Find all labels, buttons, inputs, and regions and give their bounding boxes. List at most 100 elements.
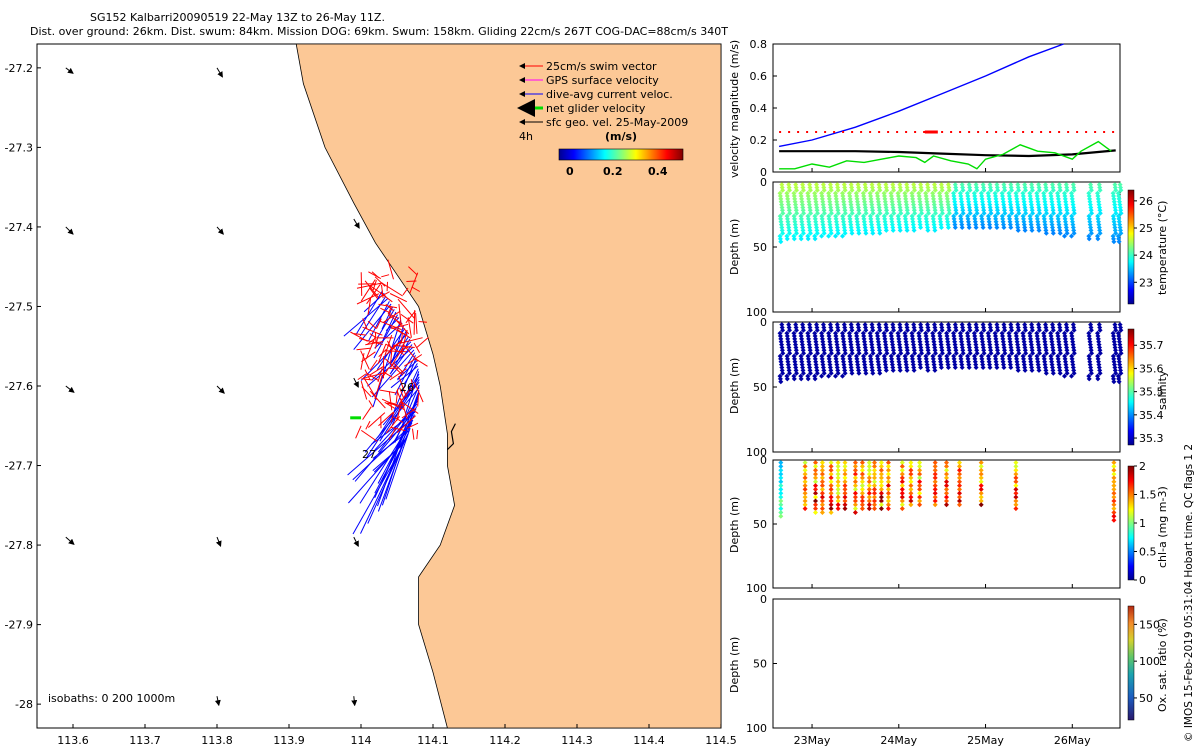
salinity-point <box>777 376 783 382</box>
temperature-ylabel: Depth (m) <box>728 219 741 275</box>
chlorophyll-point <box>932 479 938 485</box>
salinity-point <box>835 347 841 353</box>
swim-vector <box>390 326 408 337</box>
temperature-point <box>828 230 834 236</box>
temperature-point <box>980 222 986 228</box>
salinity-point <box>917 362 923 368</box>
salinity-point <box>828 327 834 333</box>
temperature-point <box>833 193 839 199</box>
salinity-point <box>1022 367 1028 373</box>
salinity-ylabel: Depth (m) <box>728 358 741 414</box>
chlorophyll-point <box>859 498 865 504</box>
chlorophyll-point <box>932 483 938 489</box>
salinity-point <box>820 322 826 328</box>
temperature-point <box>847 196 853 202</box>
temperature-point <box>1070 182 1076 188</box>
temperature-point <box>1016 187 1022 193</box>
chlorophyll-point <box>819 486 825 492</box>
temperature-point <box>960 187 966 193</box>
salinity-point <box>800 327 806 333</box>
chlorophyll-point <box>978 502 984 508</box>
salinity-point <box>855 342 861 348</box>
dac-vector <box>371 341 412 381</box>
salinity-point <box>981 350 987 356</box>
salinity-point <box>1113 327 1119 333</box>
salinity-point <box>787 327 792 333</box>
salinity-point <box>794 370 799 376</box>
salinity-point <box>925 367 931 373</box>
salinity-point <box>1063 365 1069 370</box>
swim-vector <box>369 333 377 339</box>
salinity-point <box>807 327 813 333</box>
chlorophyll-point <box>802 460 808 466</box>
temperature-point <box>897 227 903 233</box>
map-x-tick-label: 114.3 <box>561 734 593 747</box>
temperature-point <box>1069 196 1075 202</box>
swim-vector <box>404 354 423 367</box>
swim-vector <box>380 320 402 331</box>
salinity-point <box>933 350 938 356</box>
temperature-point <box>882 216 888 222</box>
salinity-point <box>973 365 979 370</box>
chlorophyll-point <box>899 460 905 466</box>
salinity-point <box>1113 350 1119 356</box>
salinity-point <box>791 376 797 382</box>
temperature-point <box>904 225 910 230</box>
swim-vector <box>411 286 421 292</box>
salinity-point <box>898 327 904 333</box>
temperature-point <box>884 187 890 193</box>
temperature-point <box>1013 193 1019 199</box>
chlorophyll-point <box>885 494 891 500</box>
swim-vector <box>364 280 379 298</box>
swim-vector <box>368 271 382 280</box>
salinity-point <box>1000 356 1006 362</box>
velocity-y-tick-label: 0.6 <box>750 70 768 83</box>
temperature-point <box>1095 236 1101 242</box>
temperature-point <box>938 182 944 188</box>
chlorophyll-point <box>813 475 818 481</box>
chlorophyll-point <box>778 506 784 512</box>
salinity-point <box>884 350 890 356</box>
dac-vector <box>374 403 418 451</box>
salinity-point <box>842 370 848 376</box>
chlorophyll-point <box>944 502 949 508</box>
temperature-point <box>1051 210 1056 216</box>
swim-vector <box>390 348 393 363</box>
salinity-point <box>994 322 1000 328</box>
chlorophyll-point <box>835 490 841 496</box>
temperature-point <box>1118 210 1124 216</box>
temperature-point <box>1044 210 1049 216</box>
salinity-point <box>780 350 786 356</box>
temperature-point <box>819 196 825 202</box>
temperature-point <box>981 207 987 213</box>
chlorophyll-point <box>872 467 877 473</box>
salinity-point <box>959 365 965 370</box>
salinity-point <box>870 350 876 356</box>
geo-vector-arrow <box>65 67 74 74</box>
map-x-ticks: 113.6 113.7 113.8 113.9 114 114.1 114.2 114.3 11… <box>57 724 737 747</box>
temperature-point <box>777 193 783 199</box>
temperature-point <box>799 222 805 228</box>
chlorophyll-point <box>872 490 877 496</box>
temperature-point <box>994 225 1000 230</box>
temperature-point <box>973 202 979 208</box>
chlorophyll-point <box>978 483 984 489</box>
chlorophyll-point <box>932 494 938 500</box>
salinity-point <box>841 362 847 368</box>
legend-label: sfc geo. vel. 25-May-2009 <box>546 116 688 129</box>
swim-vector <box>365 336 376 360</box>
salinity-point <box>819 336 825 342</box>
temperature-point <box>1042 202 1048 208</box>
temperature-point <box>1009 187 1015 193</box>
chlorophyll-point <box>819 463 825 469</box>
temperature-point <box>987 225 993 230</box>
temperature-point <box>835 230 841 236</box>
salinity-point <box>981 327 987 333</box>
salinity-point <box>1016 350 1022 356</box>
temperature-point <box>910 196 916 202</box>
salinity-point <box>808 350 814 356</box>
swim-vector <box>398 375 407 397</box>
map-x-tick-label: 114.2 <box>489 734 521 747</box>
salinity-point <box>1048 356 1054 362</box>
salinity-point <box>799 362 805 368</box>
